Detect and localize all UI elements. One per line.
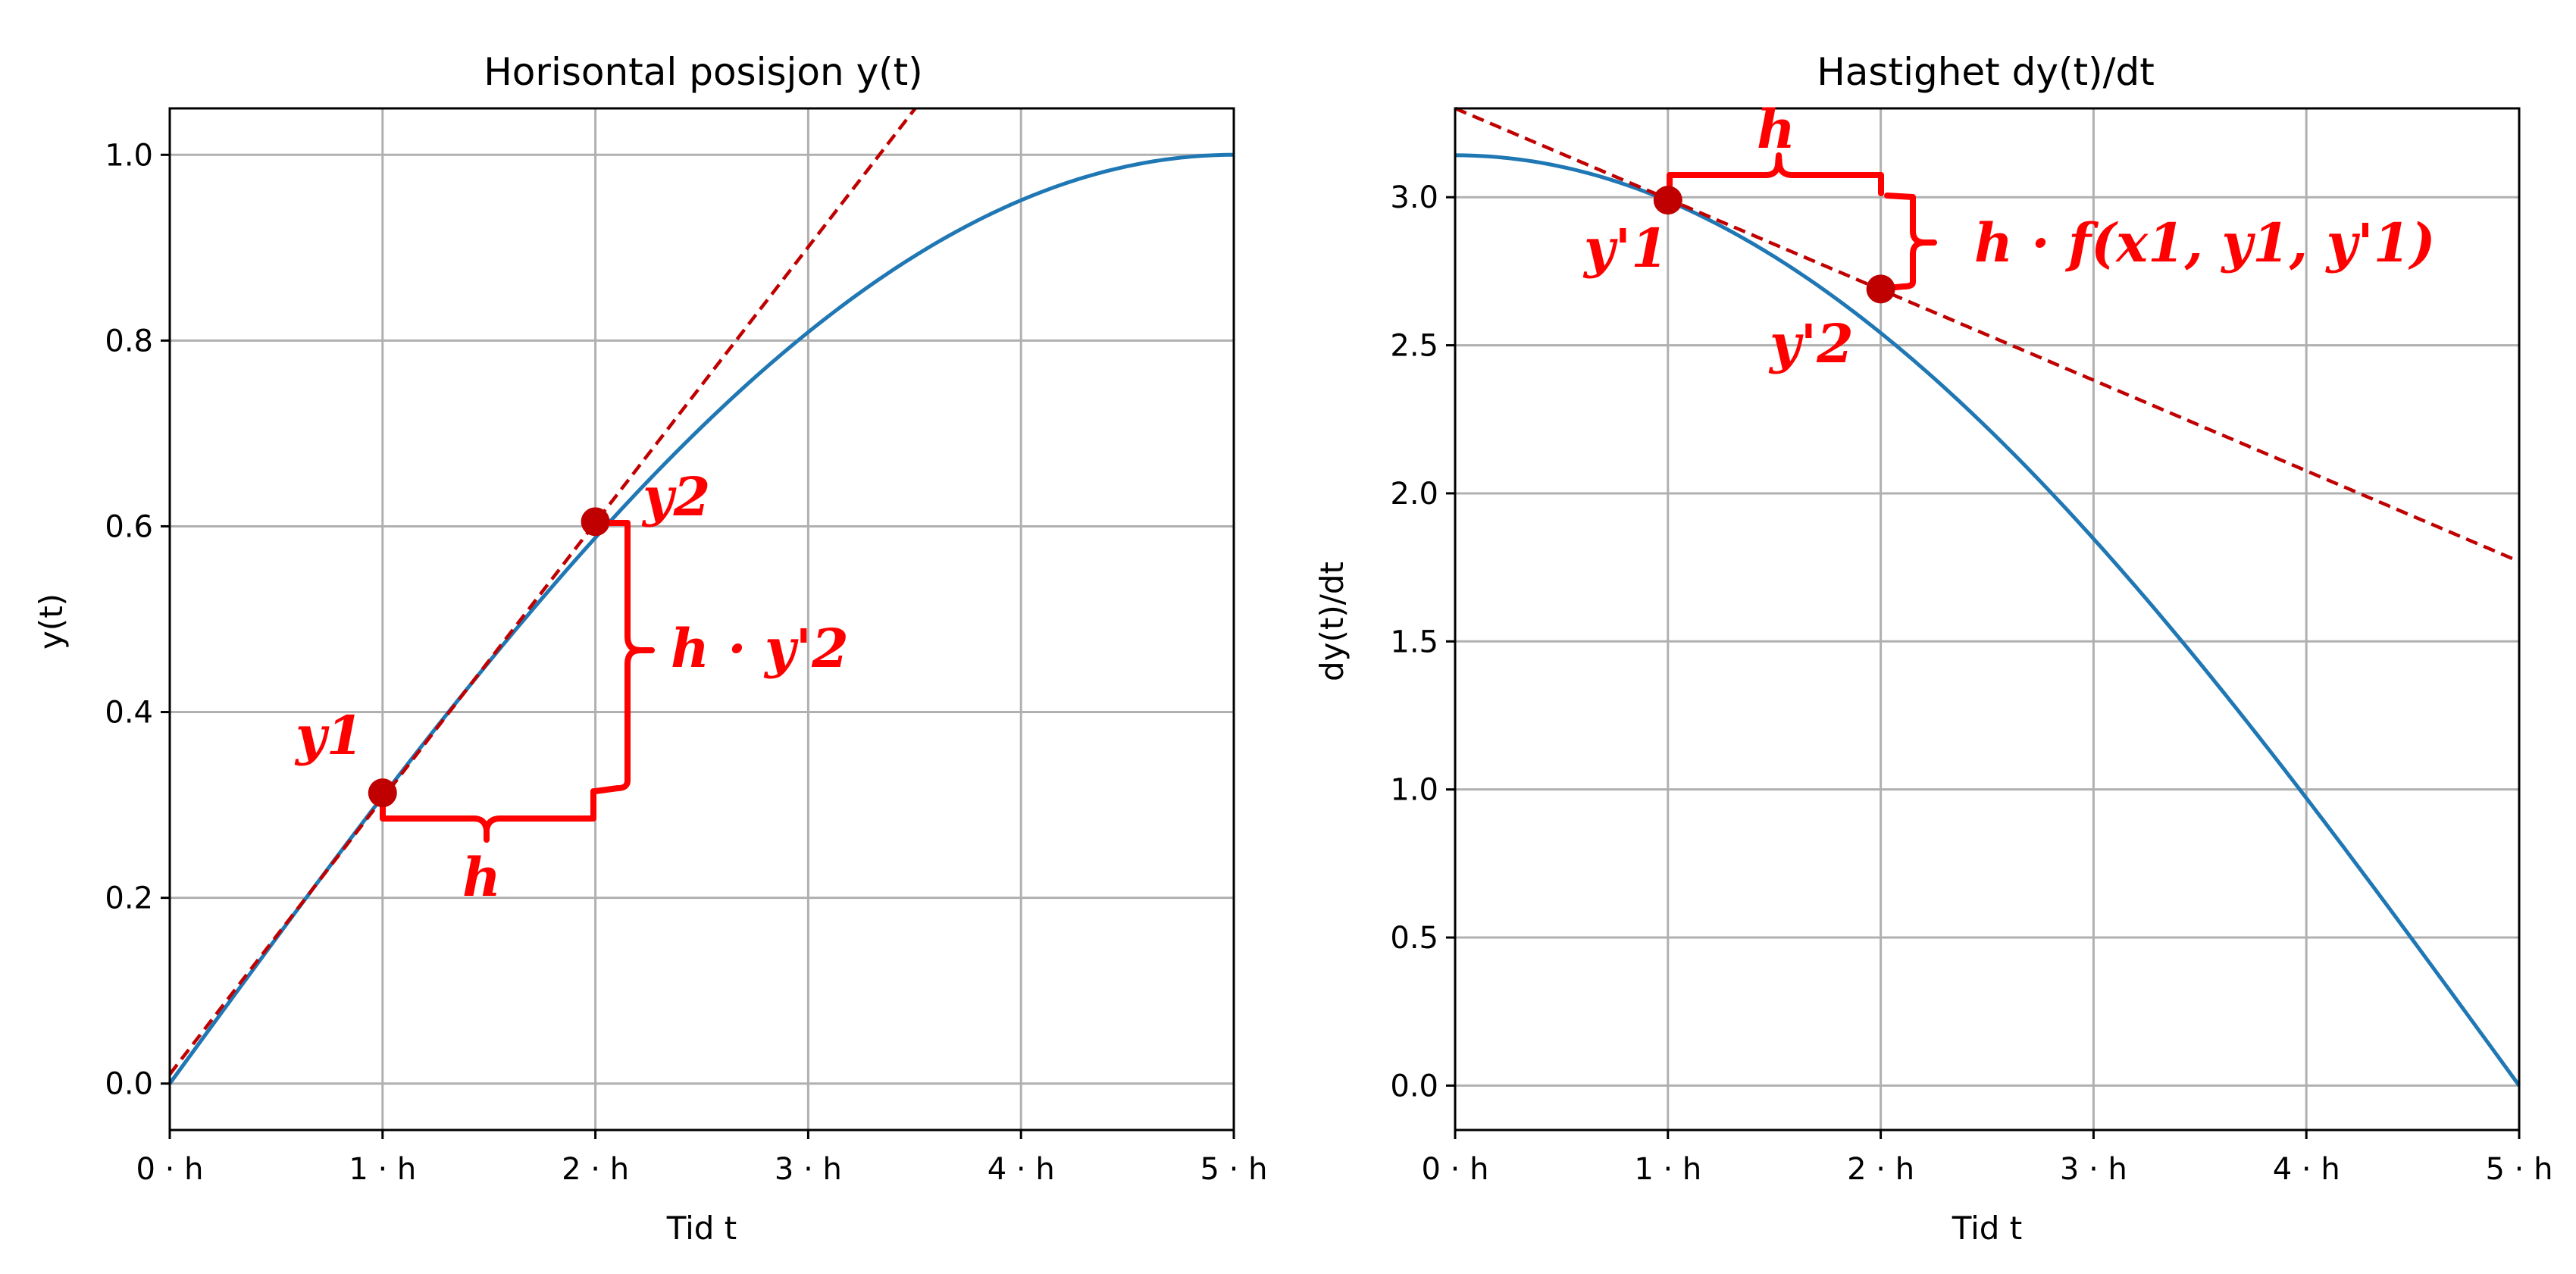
- y-tick-label: 2.5: [1390, 329, 1438, 364]
- x-axis-label: Tid t: [1952, 1210, 2023, 1247]
- point-label-y1-prime: y'1: [1582, 217, 1668, 280]
- x-tick-label: 0 · h: [1422, 1152, 1489, 1187]
- data-point-y2: [581, 507, 610, 537]
- y-tick-label: 0.4: [105, 696, 153, 731]
- data-point-y1: [368, 778, 397, 808]
- data-point-yp1: [1653, 186, 1682, 215]
- y-tick-label: 0.2: [105, 881, 153, 916]
- x-tick-label: 5 · h: [1200, 1152, 1268, 1187]
- x-axis-label: Tid t: [666, 1210, 737, 1247]
- chart-position: Horisontal posisjon y(t) 0 · h 1 · h 2 · h…: [33, 50, 1267, 1247]
- x-tick-label: 3 · h: [2060, 1152, 2127, 1187]
- x-tick-label: 4 · h: [988, 1152, 1055, 1187]
- step-label: h · f(x1, y1, y'1): [1974, 211, 2435, 274]
- tangent-lines: [168, 107, 917, 1075]
- y-tick-labels: 0.0 0.5 1.0 1.5 2.0 2.5 3.0: [1390, 180, 1438, 1103]
- chart-velocity: Hastighet dy(t)/dt 0 · h 1 · h 2 · h 3 · h 4…: [1313, 50, 2553, 1247]
- data-points: [368, 507, 610, 808]
- chart-title: Hastighet dy(t)/dt: [1817, 50, 2155, 94]
- data-point-yp2: [1866, 274, 1895, 304]
- x-tick-label: 3 · h: [775, 1152, 842, 1187]
- y-tick-label: 0.5: [1390, 921, 1438, 956]
- h-bracket: [1667, 152, 1884, 196]
- y-tick-label: 1.0: [1390, 773, 1438, 808]
- y-tick-label: 0.6: [105, 509, 153, 544]
- y-axis-label: dy(t)/dt: [1313, 562, 1351, 681]
- x-tick-label: 0 · h: [136, 1152, 204, 1187]
- step-bracket: [592, 520, 655, 794]
- x-tick-labels: 0 · h 1 · h 2 · h 3 · h 4 · h 5 · h: [136, 1152, 1268, 1187]
- x-tick-label: 1 · h: [349, 1152, 416, 1187]
- axes-frame: [1454, 107, 2521, 1132]
- y-tick-label: 1.0: [105, 138, 153, 173]
- tangent-line: [1454, 106, 2520, 563]
- y-tick-label: 0.8: [105, 324, 153, 358]
- axis-ticks: [1446, 196, 2521, 1139]
- series-line: [1454, 153, 2521, 1087]
- point-label-y2-prime: y'2: [1768, 312, 1854, 375]
- tangent-lines: [1454, 106, 2520, 563]
- chart-title: Horisontal posisjon y(t): [484, 50, 923, 94]
- point-label-y2: y2: [641, 465, 710, 528]
- y-tick-labels: 0.0 0.2 0.4 0.6 0.8 1.0: [105, 138, 153, 1101]
- x-tick-label: 2 · h: [1847, 1152, 1914, 1187]
- x-tick-label: 4 · h: [2273, 1152, 2340, 1187]
- x-tick-labels: 0 · h 1 · h 2 · h 3 · h 4 · h 5 · h: [1422, 1152, 2553, 1187]
- point-label-y1: y1: [294, 704, 363, 767]
- axes-frame: [168, 107, 1235, 1132]
- step-label: h · y'2: [671, 617, 849, 680]
- y-axis-label: y(t): [33, 593, 70, 650]
- y-tick-label: 0.0: [105, 1067, 153, 1102]
- title-text: Hastighet dy(t)/dt: [1817, 50, 2155, 94]
- tangent-line: [168, 107, 917, 1075]
- y-tick-label: 3.0: [1390, 180, 1438, 215]
- title-text: Horisontal posisjon y(t): [484, 50, 923, 94]
- y-tick-label: 1.5: [1390, 624, 1438, 659]
- h-bracket: [380, 788, 596, 843]
- y-tick-label: 0.0: [1390, 1069, 1438, 1103]
- y-tick-label: 2.0: [1390, 477, 1438, 512]
- step-bracket: [1884, 193, 1937, 291]
- x-tick-label: 1 · h: [1634, 1152, 1701, 1187]
- h-label: h: [462, 846, 501, 909]
- axis-ticks: [161, 153, 1235, 1139]
- data-points: [1653, 186, 1895, 304]
- x-tick-label: 5 · h: [2486, 1152, 2553, 1187]
- h-label: h: [1757, 98, 1795, 161]
- curves: [1454, 153, 2521, 1087]
- x-tick-label: 2 · h: [562, 1152, 629, 1187]
